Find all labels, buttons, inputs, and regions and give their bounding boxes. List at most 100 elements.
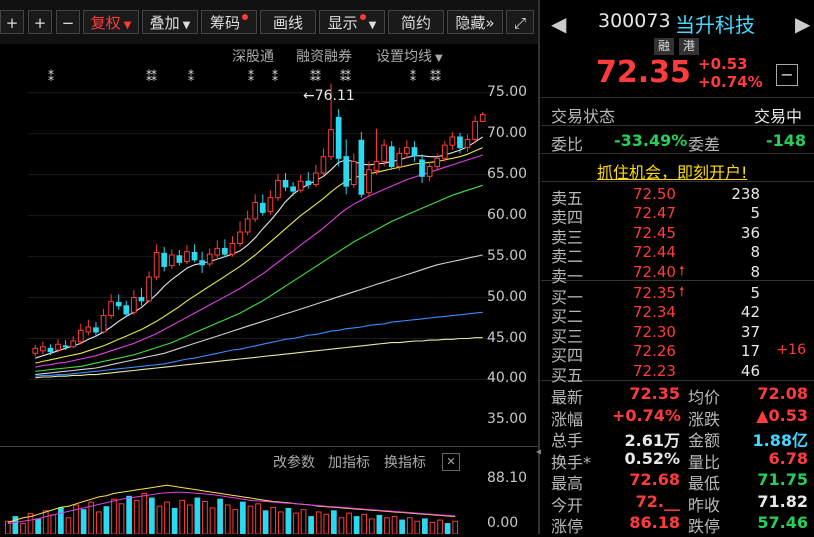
bid-row[interactable]: 买四 72.26 17 +16 (551, 342, 806, 365)
price-tick-label: 65.00 (487, 165, 528, 182)
price-tick-label: 50.00 (487, 288, 528, 305)
indicator-bar (103, 506, 110, 534)
candle-body (168, 254, 175, 267)
level-label: 卖五 (551, 189, 584, 208)
indicator-bar (391, 516, 398, 534)
stat-value: 6.78 (768, 448, 808, 468)
event-marker-icon[interactable]: ⁑ (48, 70, 54, 84)
prev-stock-icon[interactable]: ◀ (551, 12, 567, 36)
close-icon[interactable]: ✕ (442, 453, 460, 471)
bid-row[interactable]: 买三 72.30 37 (551, 322, 806, 346)
event-marker-icon[interactable]: ⁑ (248, 70, 254, 84)
candle-body (77, 329, 84, 343)
rongzi-link[interactable]: 融资融券 (296, 49, 352, 65)
stock-name[interactable]: 当升科技 (675, 13, 755, 37)
price-change: +0.53 (698, 55, 748, 73)
ask-row[interactable]: 卖二 72.44 8 (551, 243, 806, 266)
candle-body (404, 147, 410, 154)
weicha-value: -148 (766, 131, 807, 150)
xianshi-label: 显示 (327, 14, 358, 32)
panel-divider[interactable] (538, 0, 540, 534)
candle-body (176, 255, 183, 263)
gaicanshu-button[interactable]: 改参数 (273, 455, 315, 471)
shengutong-link[interactable]: 深股通 (232, 49, 274, 65)
price-tick-label: 40.00 (487, 370, 528, 387)
candle-body (214, 247, 221, 256)
event-marker-icon[interactable]: ⁑ (272, 70, 278, 84)
stat-label: 最高 (551, 474, 584, 493)
candle-body (411, 147, 418, 157)
candle-body (229, 242, 236, 255)
junxian-dropdown[interactable]: 设置均线 ▼ (376, 46, 443, 66)
next-stock-icon[interactable]: ▶ (795, 12, 811, 36)
candle-body (146, 276, 152, 302)
candle-body (449, 136, 456, 146)
candle-body (108, 301, 114, 317)
yincang-button[interactable]: 隐藏» (447, 10, 503, 34)
indicator-bar (399, 519, 405, 534)
bid-row[interactable]: 买二 72.34 42 (551, 303, 806, 326)
indicator-bar (323, 513, 330, 534)
indicator-bar (429, 521, 436, 534)
indicator-bar (164, 501, 170, 534)
candle-body (350, 161, 357, 186)
indicator-bar (149, 497, 155, 534)
indicator-d-line (7, 491, 456, 525)
candle-body (381, 144, 387, 163)
jianyue-button[interactable]: 简约 (388, 10, 444, 34)
indicator-chart[interactable] (0, 470, 485, 534)
fullscreen-icon[interactable]: ⤢ (506, 10, 534, 34)
ask-row[interactable]: 卖五 72.50 238 (551, 185, 806, 208)
ask-row[interactable]: 卖三 72.45 36 (551, 223, 806, 247)
candle-body (55, 343, 61, 351)
collapse-button[interactable]: − (776, 64, 798, 86)
bid-row[interactable]: 买一 72.35 🠕 5 (551, 284, 806, 307)
level-price: 72.40 (633, 262, 676, 281)
indicator-bar (353, 516, 360, 534)
fuquan-dropdown[interactable]: 复权 ▼ (83, 10, 139, 34)
chouma-button[interactable]: 筹码 (201, 10, 257, 34)
event-marker-icon[interactable]: ⁑ (410, 70, 416, 84)
event-marker-icon[interactable]: ⁑⁑ (310, 70, 321, 84)
level-price: 72.47 (633, 204, 676, 223)
event-marker-icon[interactable]: ⁑⁑ (430, 70, 441, 84)
collapse-handle-icon[interactable]: ◂ (536, 444, 543, 458)
xianshi-dropdown[interactable]: 显示 ▼ (319, 10, 385, 34)
indicator-bar (437, 519, 443, 534)
event-marker-icon[interactable]: ⁑⁑ (340, 70, 351, 84)
stat-value: 72.08 (757, 384, 808, 403)
ask-row[interactable]: 卖四 72.47 5 (551, 204, 806, 227)
stat-label: 昨收 (688, 495, 721, 515)
promo-link[interactable]: 抓住机会，即刻开户! (597, 163, 748, 182)
level-label: 买五 (551, 365, 584, 385)
huaxian-button[interactable]: 画线 (260, 10, 316, 34)
separator (541, 380, 814, 381)
indicator-bar (361, 513, 368, 534)
ask-row[interactable]: 卖一 72.40 🠕 8 (551, 262, 806, 286)
indicator-bar (255, 503, 261, 534)
huan-indicator-button[interactable]: 换指标 (384, 455, 426, 471)
level-volume: 36 (740, 223, 760, 242)
candle-body (252, 202, 259, 220)
weibi-label: 委比 (551, 135, 584, 154)
stat-value: +0.74% (612, 405, 681, 425)
zoom-in-button-2[interactable]: + (28, 10, 52, 34)
bid-row[interactable]: 买五 72.23 46 (551, 362, 806, 385)
level-label: 卖三 (551, 227, 584, 247)
ma-line (35, 147, 483, 364)
level-label: 卖二 (551, 247, 584, 267)
event-marker-icon[interactable]: ⁑⁑ (146, 70, 157, 84)
stat-label: 涨跌 (688, 409, 721, 429)
jia-indicator-button[interactable]: 加指标 (328, 455, 370, 471)
zoom-in-button[interactable]: + (0, 10, 24, 34)
level-price: 72.30 (633, 322, 676, 341)
diejia-dropdown[interactable]: 叠加 ▼ (142, 10, 198, 34)
candle-body (62, 345, 69, 348)
ma-line (35, 337, 483, 379)
stat-value: 72.35 (629, 384, 680, 403)
zoom-out-button[interactable]: − (56, 10, 80, 34)
separator (541, 280, 814, 281)
candlestick-chart[interactable] (0, 60, 540, 445)
junxian-label: 设置均线 (376, 49, 432, 65)
event-marker-icon[interactable]: ⁑ (188, 70, 194, 84)
